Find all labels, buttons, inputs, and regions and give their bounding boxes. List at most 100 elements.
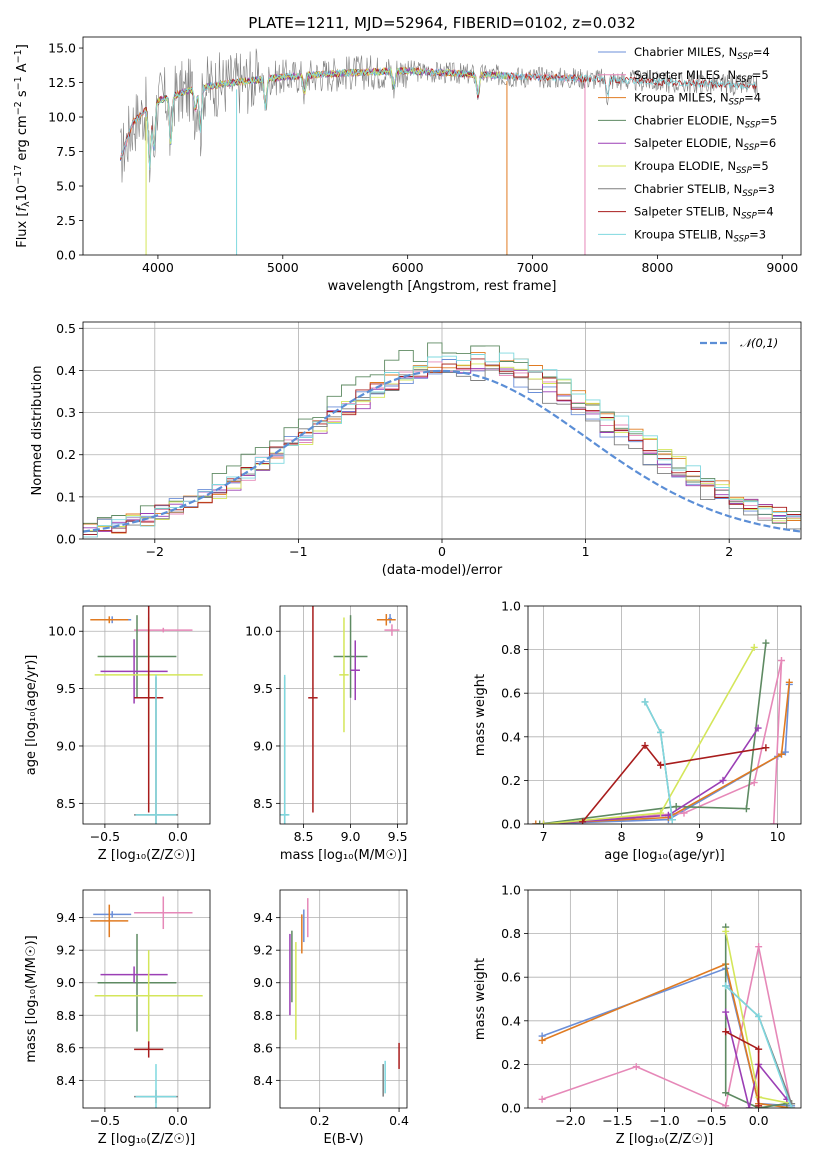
x-tick-label: −2.0 — [555, 1113, 585, 1128]
y-tick-label: 8.4 — [253, 1073, 273, 1088]
spectrum-line — [145, 66, 508, 168]
error-bar-point — [134, 1041, 164, 1058]
weight-marker — [641, 742, 649, 750]
axes: −0.5 0.0 8.5 9.0 9.5 10.0 — [48, 624, 188, 844]
x-axis-label: mass [log₁₀(M/M☉)] — [280, 848, 407, 863]
x-tick-label: 7 — [540, 829, 548, 844]
x-tick-label: 9 — [696, 829, 704, 844]
y-axis-label: age [log₁₀(age/yr)] — [24, 655, 39, 776]
x-tick-label: 0.0 — [749, 1113, 769, 1128]
y-tick-label: 1.0 — [501, 599, 521, 614]
x-axis-label: E(B-V) — [323, 1132, 363, 1147]
x-tick-label: −1 — [289, 544, 307, 559]
x-tick-label: 0.2 — [310, 1113, 330, 1128]
axes-frame — [82, 321, 802, 540]
axes-frame — [82, 605, 211, 825]
y-tick-label: 8.6 — [56, 1040, 76, 1055]
error-bar-point — [388, 614, 392, 624]
legend: Chabrier MILES, NSSP=4 Salpeter MILES, NS… — [598, 45, 777, 244]
x-tick-label: 8.5 — [294, 829, 314, 844]
plot-body — [90, 606, 203, 824]
x-tick-label: 2 — [725, 544, 733, 559]
spectrum-line — [120, 66, 757, 170]
error-bar-point — [100, 966, 168, 983]
y-axis-label: mass weight — [473, 958, 488, 1040]
error-bar-point — [100, 639, 168, 704]
x-tick-label: −1.5 — [602, 1113, 632, 1128]
x-tick-label: 10 — [770, 829, 786, 844]
y-axis-label: mass [log₁₀(M/M☉)] — [24, 935, 39, 1062]
x-tick-label: 6000 — [392, 260, 424, 275]
x-tick-label: 9.5 — [388, 829, 408, 844]
age-vs-metallicity-panel: −0.5 0.0 8.5 9.0 9.5 10.0 Z [log₁₀(Z/Z☉)] age [… — [24, 605, 211, 863]
weight-vs-metallicity-panel: −2.0 −1.5 −1.0 −0.5 0.0 0.0 0.2 0.4 0.6 0.8 1.0 Z [… — [473, 883, 802, 1147]
weight-marker — [755, 1045, 763, 1053]
weight-marker — [657, 809, 665, 817]
plot-body — [532, 639, 793, 824]
x-tick-label: −0.5 — [90, 829, 120, 844]
weight-marker — [750, 779, 758, 787]
plot-body — [90, 896, 203, 1108]
weight-line — [581, 744, 767, 823]
x-tick-label: 5000 — [267, 260, 299, 275]
weight-marker — [538, 1036, 546, 1044]
y-tick-label: 0.5 — [56, 321, 76, 336]
y-axis-label: Flux [fλ10−17 erg cm−2 s−1 A−1] — [13, 44, 32, 248]
axes: 0.2 0.4 8.4 8.6 8.8 9.0 9.2 9.4 — [253, 910, 409, 1128]
weight-marker — [778, 657, 785, 664]
legend-label: Kroupa ELODIE, NSSP=5 — [634, 159, 769, 176]
axes-frame — [82, 36, 802, 256]
axes: −2.0 −1.5 −1.0 −0.5 0.0 0.0 0.2 0.4 0.6 0.8 1.0 — [501, 883, 769, 1129]
y-tick-label: 0.0 — [501, 817, 521, 832]
y-tick-label: 8.6 — [253, 1040, 273, 1055]
plot-area — [280, 890, 407, 1108]
y-tick-label: 7.5 — [56, 144, 76, 159]
axes-frame — [279, 605, 408, 825]
weight-marker — [788, 1104, 796, 1108]
y-tick-label: 9.5 — [56, 681, 76, 696]
normal-curve — [83, 369, 801, 533]
y-tick-label: 1.0 — [501, 883, 521, 898]
y-tick-label: 10.0 — [48, 110, 76, 125]
x-tick-label: 0.4 — [389, 1113, 409, 1128]
plot-body — [289, 898, 400, 1097]
residual-histogram-panel: −2 −1 0 1 2 0.0 0.1 0.2 0.3 0.4 0.5 (data-model)/er… — [30, 321, 802, 578]
error-bar-point — [135, 674, 177, 824]
y-tick-label: 9.4 — [253, 910, 273, 925]
y-axis-label: mass weight — [473, 674, 488, 756]
axes: −0.5 0.0 8.4 8.6 8.8 9.0 9.2 9.4 — [56, 910, 188, 1128]
weight-marker — [657, 728, 665, 736]
y-tick-label: 15.0 — [48, 41, 76, 56]
weight-marker — [754, 724, 762, 732]
weight-marker — [536, 820, 544, 824]
weight-marker — [579, 818, 587, 824]
error-bar-point — [90, 616, 129, 624]
error-bar-point — [94, 950, 203, 1042]
error-bar-point — [97, 933, 177, 1032]
x-axis-label: age [log₁₀(age/yr)] — [604, 848, 725, 863]
spectrum-panel: 4000 5000 6000 7000 8000 9000 0.0 2.5 5.0 7.5 10.0… — [13, 36, 802, 294]
weight-marker — [745, 1104, 753, 1108]
grid — [83, 606, 210, 824]
legend: 𝒩(0,1) — [700, 336, 778, 350]
weight-marker — [762, 639, 770, 647]
legend-label: Chabrier MILES, NSSP=4 — [634, 45, 770, 62]
y-tick-label: 9.5 — [253, 681, 273, 696]
y-tick-label: 0.8 — [501, 642, 521, 657]
axes: 4000 5000 6000 7000 8000 9000 0.0 2.5 5.0 7.5 10.0… — [48, 41, 798, 275]
weight-marker — [719, 776, 727, 784]
x-tick-label: −2 — [146, 544, 164, 559]
y-tick-label: 0.2 — [501, 1057, 521, 1072]
y-tick-label: 0.6 — [501, 970, 521, 985]
axes-frame — [82, 889, 211, 1109]
weight-marker — [532, 820, 540, 824]
y-tick-label: 12.5 — [48, 75, 76, 90]
error-bar-point — [93, 911, 132, 918]
weight-marker — [657, 761, 665, 769]
y-tick-label: 5.0 — [56, 179, 76, 194]
x-tick-label: 0 — [438, 544, 446, 559]
y-tick-label: 9.4 — [56, 910, 76, 925]
axes: 8.5 9.0 9.5 8.5 9.0 9.5 10.0 — [245, 624, 407, 844]
x-tick-label: −1.0 — [649, 1113, 679, 1128]
y-tick-label: 2.5 — [56, 213, 76, 228]
